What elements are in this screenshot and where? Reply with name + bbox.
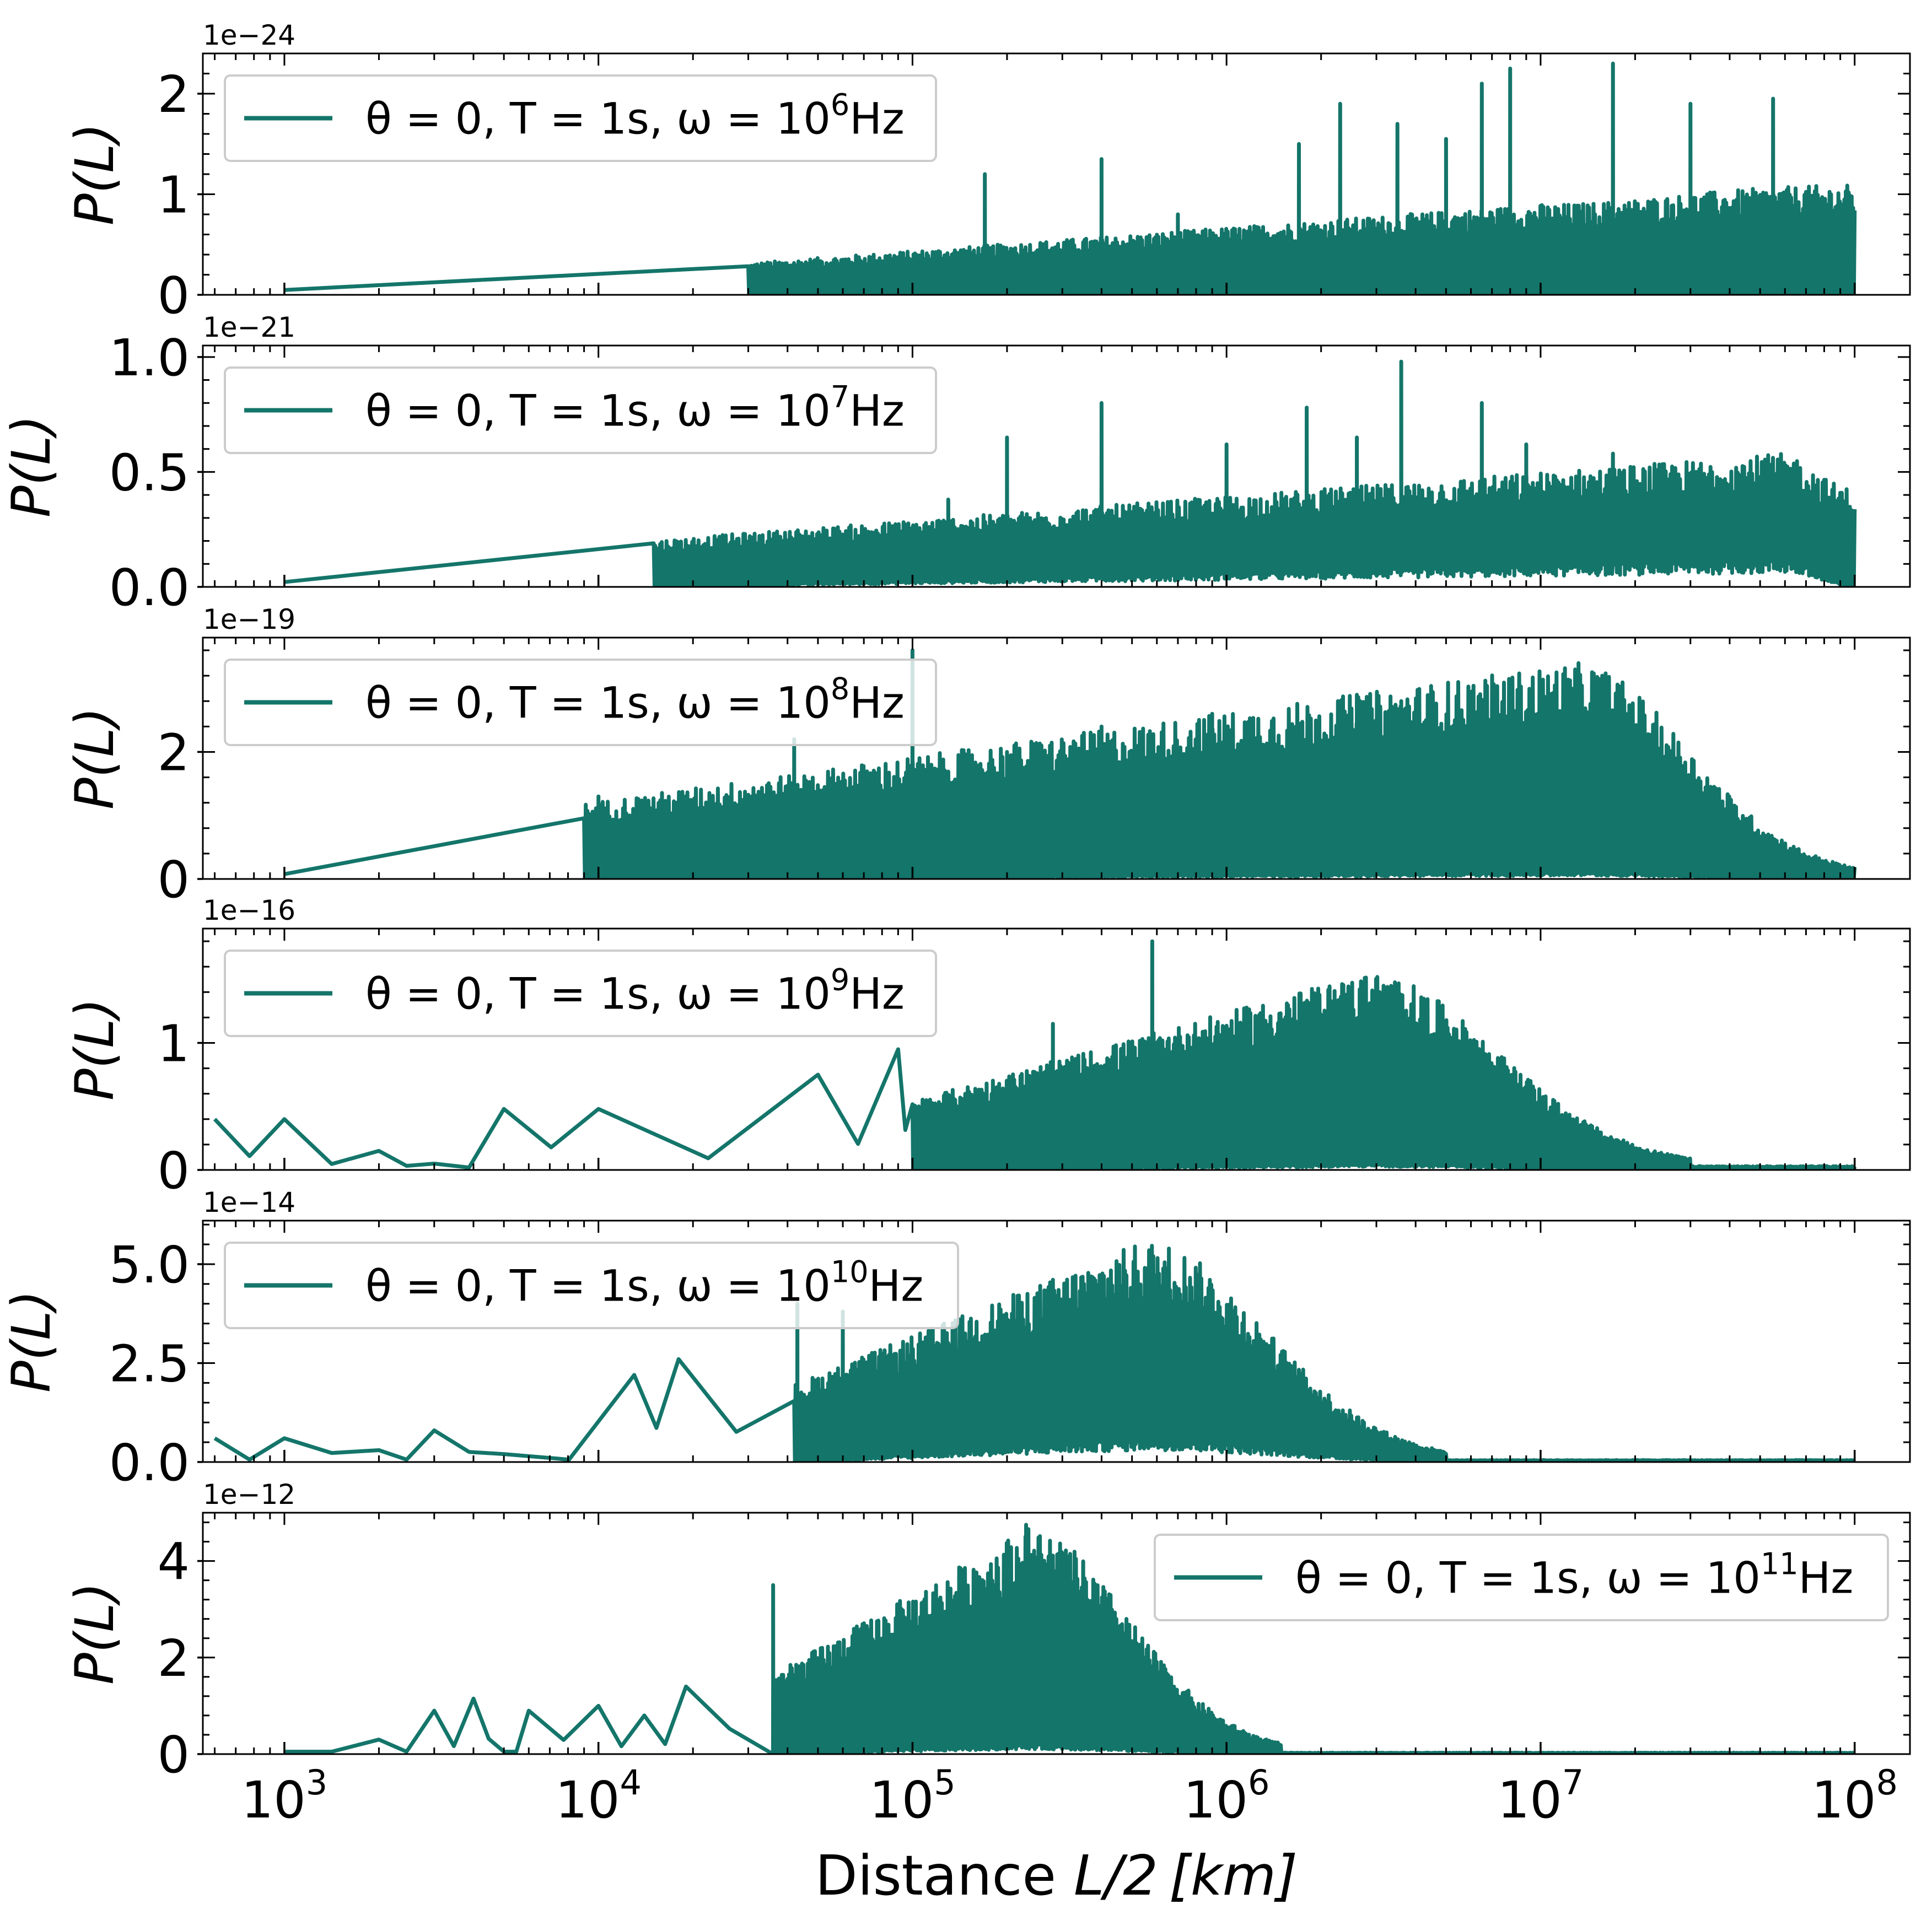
series-line-1 [284, 61, 1857, 295]
x-axis: 103 104 105 106 107 108 Distance L/2 [km] [241, 1762, 1898, 1908]
x-tick-label: 107 [1498, 1762, 1584, 1830]
y-offset-label: 1e−12 [203, 1479, 295, 1511]
y-tick-label: 0 [157, 850, 190, 909]
legend-label: θ = 0, T = 1s, ω = 109Hz [365, 963, 905, 1019]
y-offset-label: 1e−19 [203, 603, 295, 635]
y-tick-label: 0.0 [109, 1433, 190, 1492]
legend: θ = 0, T = 1s, ω = 1011Hz [1154, 1534, 1889, 1621]
axes-frame [202, 1220, 1911, 1463]
legend-box [1154, 1534, 1889, 1621]
legend: θ = 0, T = 1s, ω = 109Hz [224, 950, 937, 1037]
y-offset-label: 1e−21 [203, 311, 295, 343]
panel-4: 0 1 1e−16 P(L) θ = 0, T = 1s, ω = 109Hz [64, 894, 1911, 1200]
y-offset-label: 1e−24 [203, 19, 295, 51]
y-axis-label: P(L) [1, 415, 62, 517]
panel-3: 0 2 1e−19 P(L) θ = 0, T = 1s, ω = 108Hz [64, 603, 1911, 909]
legend: θ = 0, T = 1s, ω = 106Hz [224, 74, 937, 162]
x-tick-label: 104 [555, 1762, 642, 1830]
y-tick-label: 0.0 [109, 558, 190, 617]
y-tick-label: 0.5 [109, 443, 190, 502]
series-line-2 [284, 359, 1857, 587]
axes-frame [202, 636, 1911, 880]
y-tick-label: 1 [157, 166, 190, 225]
legend-label: θ = 0, T = 1s, ω = 106Hz [365, 88, 905, 144]
legend-label: θ = 0, T = 1s, ω = 1011Hz [1295, 1547, 1853, 1604]
legend-label: θ = 0, T = 1s, ω = 108Hz [365, 672, 905, 729]
panel-1: 0 1 2 1e−24 P(L) θ = 0, T = 1s, ω = 106Hz [64, 19, 1911, 325]
y-tick-label: 2 [157, 1629, 190, 1688]
y-tick-label: 4 [157, 1533, 190, 1592]
legend-box [224, 950, 937, 1037]
panel-5: 0.0 2.5 5.0 1e−14 P(L) θ = 0, T = 1s, ω = 101… [1, 1186, 1911, 1492]
y-tick-label: 5.0 [109, 1236, 190, 1294]
axes-frame [202, 1512, 1911, 1755]
legend-box [224, 74, 937, 162]
legend: θ = 0, T = 1s, ω = 1010Hz [224, 1242, 959, 1329]
y-tick-label: 1.0 [109, 328, 190, 387]
y-tick-label: 2.5 [109, 1334, 190, 1393]
y-tick-label: 1 [157, 1014, 190, 1073]
x-tick-label: 105 [869, 1762, 956, 1830]
y-offset-label: 1e−16 [203, 894, 295, 926]
y-tick-label: 2 [157, 723, 190, 782]
axes-frame [202, 927, 1911, 1171]
y-tick-label: 0 [157, 266, 190, 325]
y-axis-label: P(L) [64, 998, 126, 1101]
x-tick-label: 108 [1811, 1762, 1898, 1830]
legend-box [224, 1242, 959, 1329]
y-tick-label: 2 [157, 65, 190, 124]
x-tick-label: 103 [241, 1762, 328, 1830]
y-axis-label: P(L) [64, 707, 126, 810]
y-axis-label: P(L) [1, 1290, 62, 1393]
y-axis-label: P(L) [64, 123, 126, 225]
y-offset-label: 1e−14 [203, 1186, 295, 1218]
legend-label: θ = 0, T = 1s, ω = 1010Hz [365, 1255, 923, 1312]
panel-6: 0 2 4 1e−12 P(L) θ = 0, T = 1s, ω = 1011Hz [64, 1479, 1911, 1784]
legend: θ = 0, T = 1s, ω = 108Hz [224, 659, 937, 746]
x-tick-label: 106 [1183, 1762, 1270, 1830]
y-tick-label: 0 [157, 1141, 190, 1200]
panel-2: 0.0 0.5 1.0 1e−21 P(L) θ = 0, T = 1s, ω = 107… [1, 311, 1911, 617]
legend-box [224, 659, 937, 746]
y-tick-label: 0 [157, 1725, 190, 1784]
y-axis-label: P(L) [64, 1582, 126, 1685]
axes-frame [202, 344, 1911, 588]
legend-box [224, 366, 937, 454]
series-line-6 [284, 1523, 1856, 1754]
series-line-3 [284, 648, 1857, 879]
x-axis-label: Distance L/2 [km] [815, 1843, 1298, 1908]
legend-label: θ = 0, T = 1s, ω = 107Hz [365, 380, 905, 436]
legend: θ = 0, T = 1s, ω = 107Hz [224, 366, 937, 454]
